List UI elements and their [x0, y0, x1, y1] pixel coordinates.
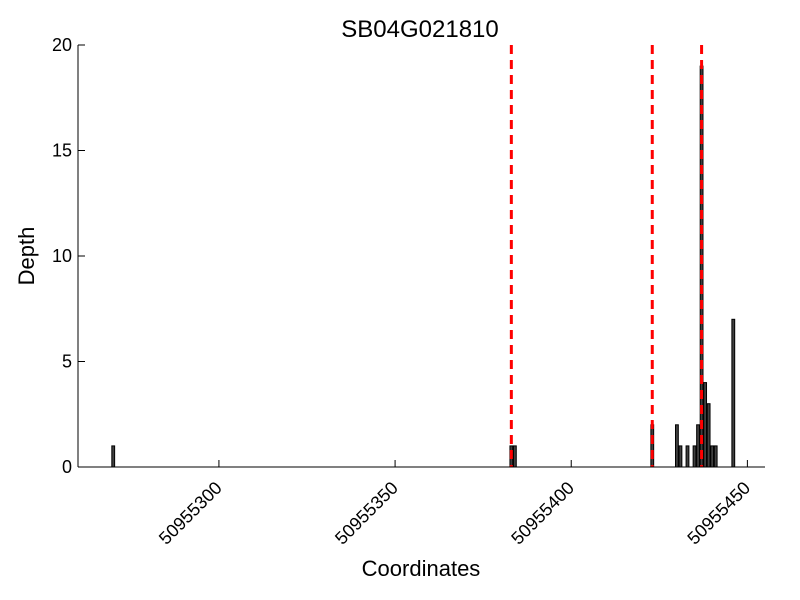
chart-title: SB04G021810 — [341, 16, 498, 43]
bar-8 — [696, 424, 700, 468]
bars-layer — [111, 65, 736, 468]
bar-14 — [731, 318, 736, 468]
x-tick-label-2: 50955400 — [507, 478, 578, 549]
bar-6 — [685, 445, 690, 468]
bar-12 — [710, 445, 715, 468]
x-tick-label-1: 50955350 — [331, 478, 402, 549]
bar-3 — [650, 424, 655, 468]
y-tick-label-3: 15 — [52, 141, 72, 161]
y-axis-label: Depth — [14, 227, 39, 286]
axes-layer — [77, 45, 765, 468]
ticks-layer: 0 5 10 15 20 50955300 50955350 50955400 50955450 — [52, 35, 754, 548]
y-tick-label-2: 10 — [52, 246, 72, 266]
bar-7 — [692, 445, 697, 468]
bar-5 — [678, 445, 683, 468]
reference-lines-layer — [509, 45, 704, 467]
x-tick-label-0: 50955300 — [155, 478, 226, 549]
y-tick-label-1: 5 — [62, 352, 72, 372]
bar-2 — [512, 445, 517, 468]
bar-10 — [703, 382, 708, 468]
y-tick-label-0: 0 — [62, 457, 72, 477]
y-tick-label-4: 20 — [52, 35, 72, 55]
x-tick-label-3: 50955450 — [683, 478, 754, 549]
bar-4 — [675, 424, 679, 468]
x-axis-label: Coordinates — [362, 556, 481, 581]
bar-11 — [706, 403, 711, 468]
bar-13 — [713, 445, 718, 468]
bar-0 — [111, 445, 116, 468]
